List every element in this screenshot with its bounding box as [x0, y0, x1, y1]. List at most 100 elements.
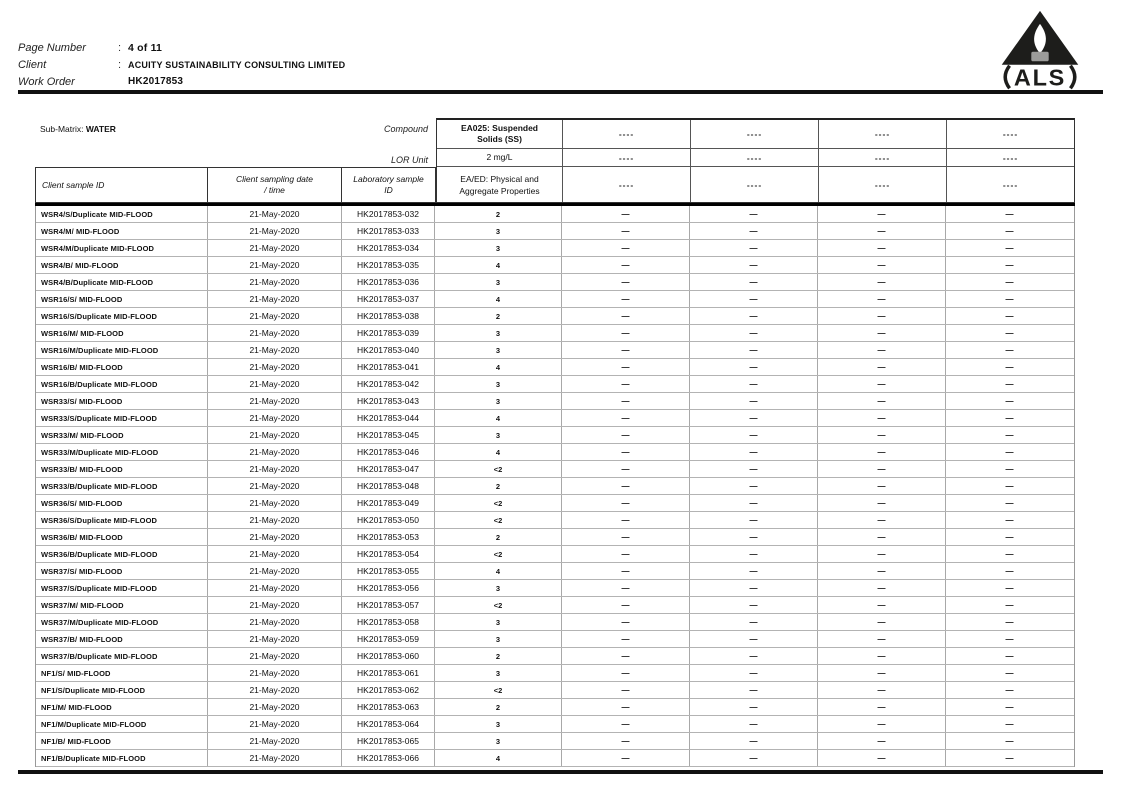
- lab-sample-id-cell: HK2017853-040: [342, 342, 435, 358]
- empty-result-cell: —: [1005, 294, 1014, 304]
- lab-sample-id-cell: HK2017853-048: [342, 478, 435, 494]
- sample-id-cell: WSR37/B/ MID-FLOOD: [36, 631, 208, 647]
- lab-sample-id-cell: HK2017853-039: [342, 325, 435, 341]
- table-row: WSR33/M/ MID-FLOOD 21-May-2020 HK2017853…: [36, 427, 1074, 444]
- empty-result-cell: —: [1005, 260, 1014, 270]
- empty-lor-header: ----: [947, 149, 1074, 167]
- field-separator: :: [118, 41, 122, 54]
- lab-sample-id-cell: HK2017853-059: [342, 631, 435, 647]
- empty-result-cell: —: [1005, 481, 1014, 491]
- table-row: WSR37/M/ MID-FLOOD 21-May-2020 HK2017853…: [36, 597, 1074, 614]
- table-row: WSR4/B/ MID-FLOOD 21-May-2020 HK2017853-…: [36, 257, 1074, 274]
- empty-group-header: ----: [1002, 179, 1019, 190]
- empty-result-cell: —: [1005, 566, 1014, 576]
- table-row: NF1/S/Duplicate MID-FLOOD 21-May-2020 HK…: [36, 682, 1074, 699]
- empty-result-cell: —: [818, 342, 946, 358]
- lab-sample-id-cell: HK2017853-041: [342, 359, 435, 375]
- empty-result-cell: —: [1005, 702, 1014, 712]
- table-header: Sub-Matrix: WATER Compound LOR Unit Clie…: [35, 118, 1075, 203]
- table-row: WSR16/S/Duplicate MID-FLOOD 21-May-2020 …: [36, 308, 1074, 325]
- empty-result-cell: —: [818, 716, 946, 732]
- table-row: WSR16/B/Duplicate MID-FLOOD 21-May-2020 …: [36, 376, 1074, 393]
- empty-result-cell: —: [818, 546, 946, 562]
- work-order-value: HK2017853: [128, 76, 184, 87]
- sampling-date-cell: 21-May-2020: [208, 206, 342, 222]
- empty-result-cell: —: [562, 359, 690, 375]
- sampling-date-cell: 21-May-2020: [208, 427, 342, 443]
- empty-result-cell: —: [690, 444, 818, 460]
- sub-matrix-value: WATER: [85, 124, 116, 134]
- result-value-cell: 3: [435, 614, 562, 630]
- empty-result-cell: —: [818, 376, 946, 392]
- lab-sample-id-cell: HK2017853-063: [342, 699, 435, 715]
- sampling-date-cell: 21-May-2020: [208, 376, 342, 392]
- table-row: WSR37/S/Duplicate MID-FLOOD 21-May-2020 …: [36, 580, 1074, 597]
- empty-result-cell: —: [562, 733, 690, 749]
- result-value-cell: 3: [435, 325, 562, 341]
- empty-result-cell: —: [818, 461, 946, 477]
- table-row: WSR4/S/Duplicate MID-FLOOD 21-May-2020 H…: [36, 206, 1074, 223]
- empty-result-cell: —: [690, 512, 818, 528]
- empty-analyte-header: ----: [819, 120, 947, 149]
- empty-result-cell: —: [690, 580, 818, 596]
- result-value-cell: 4: [435, 444, 562, 460]
- empty-result-cell: —: [562, 274, 690, 290]
- sample-id-cell: NF1/S/ MID-FLOOD: [36, 665, 208, 681]
- empty-result-cell: —: [818, 478, 946, 494]
- sampling-date-cell: 21-May-2020: [208, 410, 342, 426]
- sampling-date-cell: 21-May-2020: [208, 597, 342, 613]
- empty-result-cell: —: [818, 257, 946, 273]
- sub-matrix-label: Sub-Matrix:: [40, 124, 84, 134]
- lab-sample-id-cell: HK2017853-061: [342, 665, 435, 681]
- field-separator: :: [118, 58, 122, 71]
- empty-result-cell: —: [818, 580, 946, 596]
- empty-result-cell: —: [562, 325, 690, 341]
- empty-group-header: ----: [819, 167, 947, 202]
- table-body: WSR4/S/Duplicate MID-FLOOD 21-May-2020 H…: [35, 206, 1075, 767]
- sample-id-cell: WSR4/B/ MID-FLOOD: [36, 257, 208, 273]
- empty-result-cell: —: [818, 563, 946, 579]
- empty-result-cell: —: [818, 308, 946, 324]
- sample-id-cell: WSR33/S/Duplicate MID-FLOOD: [36, 410, 208, 426]
- sampling-date-cell: 21-May-2020: [208, 665, 342, 681]
- empty-result-cell: —: [562, 427, 690, 443]
- sampling-date-cell: 21-May-2020: [208, 444, 342, 460]
- empty-result-cell: —: [562, 648, 690, 664]
- lab-sample-id-cell: HK2017853-038: [342, 308, 435, 324]
- result-value-cell: 2: [435, 648, 562, 664]
- empty-result-cell: —: [1005, 753, 1014, 763]
- empty-result-cell: —: [818, 240, 946, 256]
- table-row: WSR16/S/ MID-FLOOD 21-May-2020 HK2017853…: [36, 291, 1074, 308]
- lab-sample-id-cell: HK2017853-053: [342, 529, 435, 545]
- empty-result-cell: —: [1005, 311, 1014, 321]
- empty-result-cell: —: [562, 444, 690, 460]
- empty-result-cell: —: [562, 597, 690, 613]
- sampling-date-cell: 21-May-2020: [208, 750, 342, 766]
- empty-result-cell: —: [818, 665, 946, 681]
- sample-id-cell: WSR36/S/ MID-FLOOD: [36, 495, 208, 511]
- footer-rule: [18, 770, 1103, 774]
- analyte-name-cell: EA025: Suspended Solids (SS): [437, 120, 563, 149]
- empty-result-cell: —: [1005, 498, 1014, 508]
- empty-result-cell: —: [818, 597, 946, 613]
- empty-result-cell: —: [690, 495, 818, 511]
- empty-result-cell: —: [1005, 600, 1014, 610]
- table-row: WSR36/B/ MID-FLOOD 21-May-2020 HK2017853…: [36, 529, 1074, 546]
- sample-id-cell: WSR4/S/Duplicate MID-FLOOD: [36, 206, 208, 222]
- empty-result-cell: —: [818, 631, 946, 647]
- empty-result-cell: —: [818, 648, 946, 664]
- sample-id-cell: WSR16/B/Duplicate MID-FLOOD: [36, 376, 208, 392]
- empty-result-cell: —: [562, 580, 690, 596]
- empty-result-cell: —: [690, 206, 818, 222]
- empty-result-cell: —: [818, 393, 946, 409]
- table-row: WSR33/S/Duplicate MID-FLOOD 21-May-2020 …: [36, 410, 1074, 427]
- page-number-field: Page Number : 4 of 11: [18, 39, 345, 56]
- sample-id-cell: WSR36/B/ MID-FLOOD: [36, 529, 208, 545]
- table-row: WSR37/B/Duplicate MID-FLOOD 21-May-2020 …: [36, 648, 1074, 665]
- empty-result-cell: —: [690, 342, 818, 358]
- table-row: WSR33/B/Duplicate MID-FLOOD 21-May-2020 …: [36, 478, 1074, 495]
- sample-id-cell: WSR4/B/Duplicate MID-FLOOD: [36, 274, 208, 290]
- sampling-date-cell: 21-May-2020: [208, 716, 342, 732]
- result-value-cell: 4: [435, 257, 562, 273]
